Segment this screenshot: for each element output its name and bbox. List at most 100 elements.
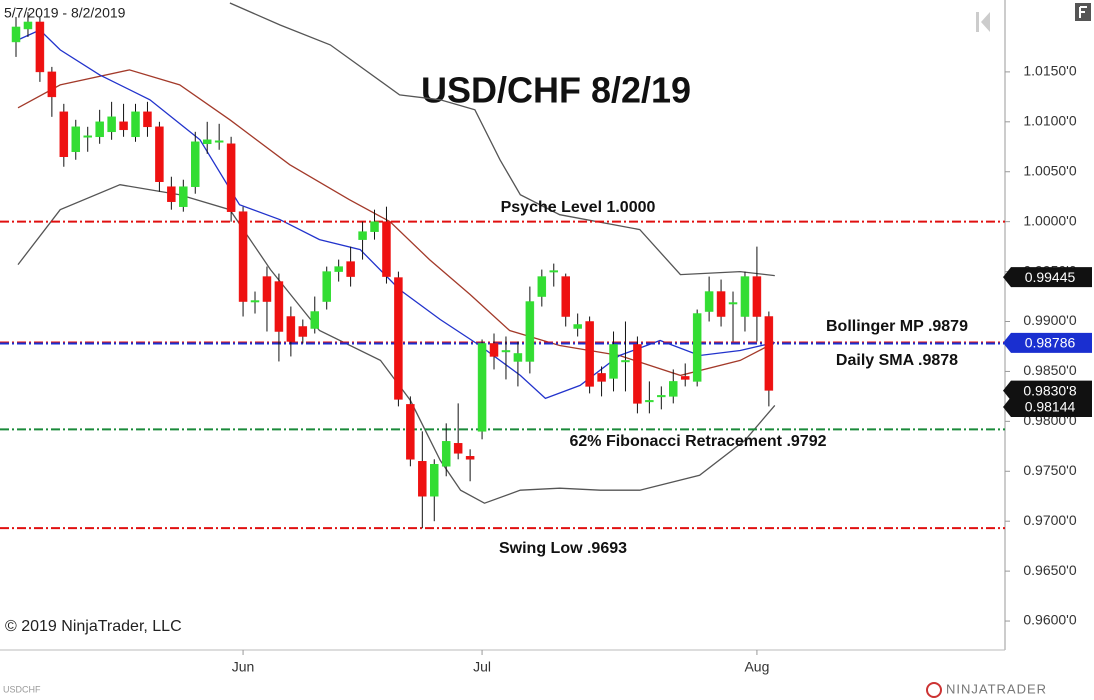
- candle: [179, 179, 188, 212]
- candle-body: [119, 121, 128, 131]
- y-tick-label: 1.0100'0: [1023, 113, 1076, 129]
- price-tag: [1003, 396, 1092, 417]
- y-tick-label: 0.9700'0: [1023, 512, 1076, 528]
- candle-body: [430, 464, 439, 497]
- candle-body: [310, 311, 320, 329]
- price-tag: [1003, 332, 1092, 353]
- candle-body: [322, 271, 331, 302]
- candle-body: [513, 353, 523, 362]
- candle-body: [549, 270, 559, 273]
- candle: [621, 321, 630, 392]
- y-tick-label: 0.9850'0: [1023, 362, 1076, 378]
- candle: [453, 403, 463, 460]
- candle: [143, 101, 152, 137]
- candle-body: [692, 313, 702, 382]
- candle: [764, 311, 774, 407]
- price-tag: [1003, 380, 1092, 401]
- candle: [418, 431, 427, 529]
- candle: [477, 339, 487, 440]
- candle-body: [764, 316, 774, 391]
- candle: [740, 271, 750, 332]
- candle: [191, 131, 200, 194]
- candle: [704, 276, 714, 322]
- candle-body: [585, 321, 594, 387]
- indicator-line: [229, 2, 775, 277]
- candle: [394, 271, 403, 407]
- date-range: 5/7/2019 - 8/2/2019: [4, 5, 126, 21]
- candle-body: [704, 291, 714, 312]
- candle: [430, 459, 439, 522]
- candle-body: [680, 376, 690, 380]
- candle: [119, 103, 128, 137]
- logo: NINJATRADER: [946, 681, 1047, 696]
- logo-mark: [926, 682, 942, 698]
- chart-title: USD/CHF 8/2/19: [421, 70, 691, 111]
- candle: [573, 313, 582, 337]
- candle: [406, 396, 415, 467]
- candle-body: [441, 441, 451, 467]
- candle-body: [226, 143, 236, 212]
- candle-body: [740, 276, 750, 317]
- price-tag-label: 0.98786: [1025, 335, 1076, 351]
- candle: [274, 273, 284, 362]
- candle: [716, 279, 726, 327]
- candle: [609, 331, 618, 392]
- candle: [489, 333, 499, 370]
- y-tick-label: 1.0050'0: [1023, 162, 1076, 178]
- level-label: Bollinger MP .9879: [826, 318, 968, 335]
- candle-body: [23, 21, 33, 30]
- level-label: Daily SMA .9878: [836, 352, 958, 369]
- candle-body: [238, 211, 248, 302]
- candle: [59, 103, 69, 167]
- candle: [669, 369, 678, 404]
- candle: [633, 336, 642, 414]
- y-tick-label: 0.9650'0: [1023, 562, 1076, 578]
- candle: [131, 103, 140, 142]
- candle: [107, 101, 116, 140]
- candle: [238, 206, 248, 317]
- y-tick-label: 0.9600'0: [1023, 612, 1076, 628]
- candle: [95, 109, 104, 144]
- candle: [370, 209, 379, 240]
- f-icon[interactable]: [1075, 3, 1091, 21]
- candle-body: [370, 221, 379, 232]
- candle: [155, 121, 164, 192]
- candle: [202, 121, 212, 154]
- candle: [537, 269, 547, 307]
- y-tick-label: 0.9750'0: [1023, 462, 1076, 478]
- x-tick-label: Jul: [473, 659, 491, 675]
- candle-body: [59, 111, 69, 158]
- candle: [382, 206, 391, 284]
- rewind-icon[interactable]: [976, 12, 990, 32]
- candle-body: [346, 261, 355, 277]
- candle-body: [274, 281, 284, 332]
- candle-body: [358, 231, 367, 240]
- candle: [298, 319, 308, 344]
- price-tag-label: 0.99445: [1025, 269, 1076, 285]
- candle: [645, 381, 654, 414]
- candle-body: [382, 221, 391, 277]
- candle-body: [286, 316, 296, 342]
- candle-body: [394, 277, 403, 400]
- candle: [334, 259, 343, 282]
- x-tick-label: Jun: [232, 659, 255, 675]
- icon-glyph: [1079, 6, 1087, 18]
- candle-body: [537, 276, 547, 297]
- candle: [83, 126, 92, 152]
- candle-body: [95, 121, 104, 138]
- candle: [513, 341, 523, 387]
- candle: [501, 336, 511, 380]
- price-tag: [1003, 267, 1092, 288]
- candle: [549, 263, 559, 287]
- y-tick-label: 1.0000'0: [1023, 212, 1076, 228]
- candle: [11, 16, 21, 57]
- level-label: Swing Low .9693: [499, 540, 627, 557]
- candle-body: [573, 324, 582, 329]
- candle-body: [418, 461, 427, 497]
- candle-body: [728, 302, 738, 305]
- candle-body: [453, 443, 463, 454]
- candle-body: [621, 360, 630, 363]
- candle-body: [155, 126, 164, 182]
- candle-body: [214, 140, 224, 143]
- candle: [346, 246, 355, 287]
